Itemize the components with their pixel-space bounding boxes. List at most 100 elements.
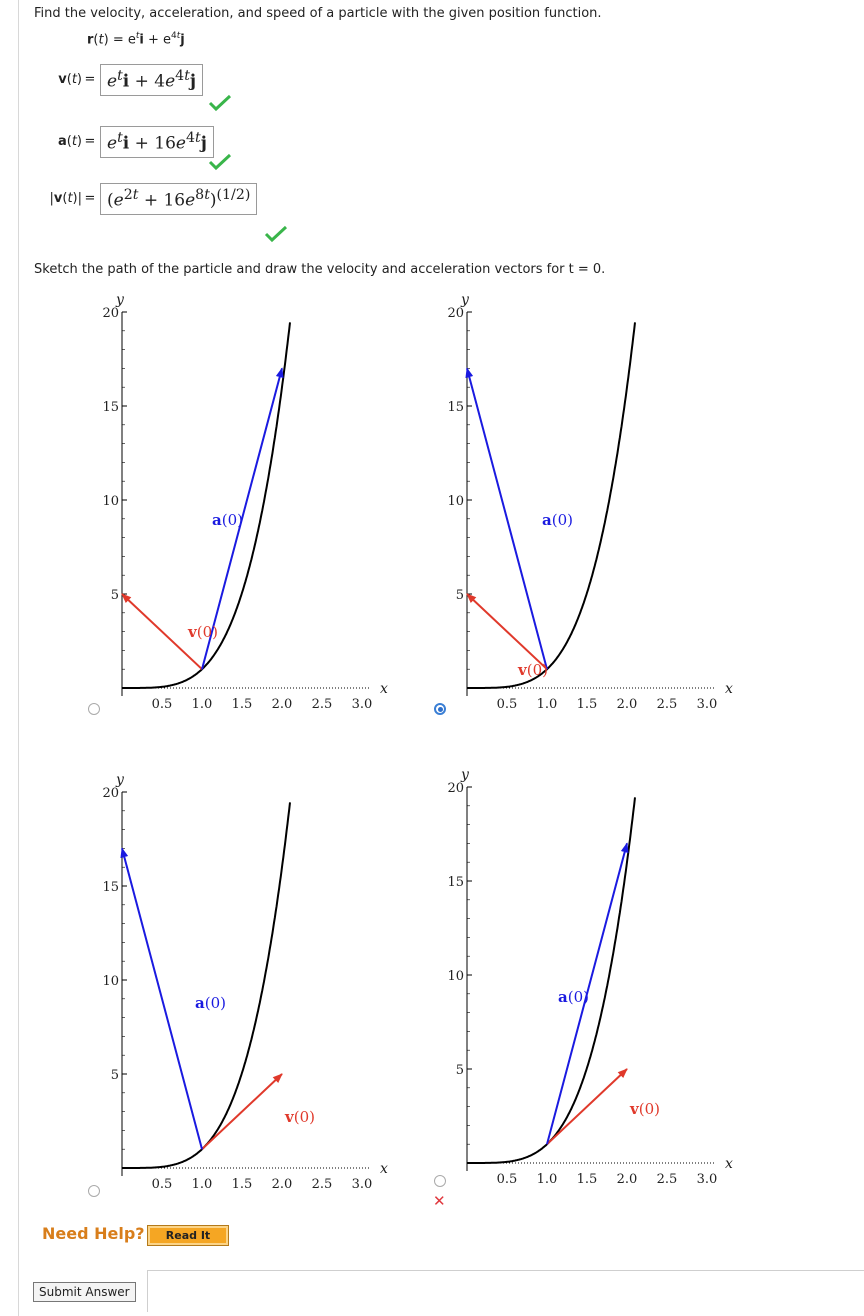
need-help-label: Need Help? [42, 1224, 145, 1243]
y-tick-label: 5 [456, 588, 464, 603]
y-tick-label: 20 [102, 306, 119, 321]
acceleration-vector [201, 367, 284, 670]
x-axis-label: x [725, 681, 733, 697]
acceleration-row: a(t) = eti + 16e4tj [34, 126, 214, 158]
x-tick-label: 0.5 [497, 1172, 518, 1187]
y-tick-label: 10 [102, 494, 119, 509]
choice-plot-3[interactable]: 5 10 15 20 0.5 1.0 1.5 2.0 2.5 3.0 y x v(0) a(0) [80, 765, 400, 1195]
velocity-label: v(0) [629, 1100, 660, 1118]
x-tick-label: 2.0 [272, 697, 293, 712]
choice-radio-3[interactable] [88, 1185, 100, 1197]
position-function: r(t) = eti + e4tj [87, 31, 185, 48]
speed-label: |v(t)| [49, 191, 82, 207]
acceleration-label: a(0) [212, 511, 243, 529]
acceleration-label: a(0) [195, 994, 226, 1012]
x-axis-label: x [380, 1161, 388, 1177]
x-tick-label: 2.0 [617, 697, 638, 712]
x-axis-label: x [380, 681, 388, 697]
velocity-label: v(0) [284, 1108, 315, 1126]
x-tick-label: 1.0 [537, 697, 558, 712]
y-tick-label: 10 [447, 494, 464, 509]
x-tick-label: 1.5 [232, 697, 253, 712]
acceleration-vector [546, 842, 629, 1145]
path-curve [467, 322, 636, 689]
incorrect-x-icon: ✕ [433, 1192, 446, 1210]
x-tick-label: 2.0 [617, 1172, 638, 1187]
velocity-vector [466, 593, 548, 670]
velocity-vector [121, 593, 203, 670]
y-tick-label: 15 [447, 875, 464, 890]
x-tick-label: 1.0 [192, 1177, 213, 1192]
path-curve [122, 322, 291, 689]
equals-sign: = [84, 191, 96, 207]
acceleration-label: a(t) [57, 134, 82, 150]
x-tick-label: 3.0 [697, 697, 718, 712]
y-tick-label: 5 [456, 1063, 464, 1078]
question-text: Find the velocity, acceleration, and spe… [34, 6, 602, 21]
left-border [18, 0, 19, 1316]
y-tick-label: 5 [111, 588, 119, 603]
x-tick-label: 2.5 [657, 1172, 678, 1187]
read-it-button[interactable]: Read It [147, 1225, 229, 1246]
y-axis-label: y [460, 292, 470, 308]
x-tick-label: 0.5 [497, 697, 518, 712]
choice-plot-2[interactable]: 5 10 15 20 0.5 1.0 1.5 2.0 2.5 3.0 y x v(0) a(0) [425, 285, 745, 715]
acceleration-vector [465, 367, 548, 670]
choice-radio-1[interactable] [88, 703, 100, 715]
x-axis-label: x [725, 1156, 733, 1172]
velocity-label: v(0) [187, 623, 218, 641]
x-tick-label: 1.5 [577, 697, 598, 712]
x-tick-label: 3.0 [352, 697, 373, 712]
x-tick-label: 1.0 [537, 1172, 558, 1187]
x-tick-label: 1.5 [232, 1177, 253, 1192]
choice-radio-2[interactable] [434, 703, 446, 715]
y-tick-label: 15 [447, 400, 464, 415]
velocity-vector [546, 1068, 628, 1145]
divider [147, 1270, 148, 1312]
y-axis-label: y [115, 292, 125, 308]
y-tick-label: 20 [447, 306, 464, 321]
velocity-label: v(t) [58, 72, 82, 88]
equals-sign: = [84, 134, 96, 150]
path-curve [122, 802, 291, 1169]
x-tick-label: 3.0 [352, 1177, 373, 1192]
x-tick-label: 1.0 [192, 697, 213, 712]
x-tick-label: 1.5 [577, 1172, 598, 1187]
y-axis-label: y [115, 772, 125, 788]
choice-plot-1[interactable]: 5 10 15 20 0.5 1.0 1.5 2.0 2.5 3.0 y x v(0) a(0) [80, 285, 400, 715]
y-tick-label: 10 [102, 974, 119, 989]
equals-sign: = [84, 72, 96, 88]
acceleration-label: a(0) [542, 511, 573, 529]
y-tick-label: 20 [447, 781, 464, 796]
x-tick-label: 2.5 [657, 697, 678, 712]
y-tick-label: 15 [102, 400, 119, 415]
y-tick-label: 20 [102, 786, 119, 801]
choice-radio-4[interactable] [434, 1175, 446, 1187]
divider [148, 1270, 864, 1271]
x-tick-label: 0.5 [152, 1177, 173, 1192]
sketch-prompt: Sketch the path of the particle and draw… [34, 262, 606, 277]
velocity-vector [201, 1073, 283, 1150]
y-axis-label: y [460, 767, 470, 783]
submit-answer-button[interactable]: Submit Answer [33, 1282, 136, 1302]
acceleration-vector [120, 847, 203, 1150]
x-tick-label: 2.5 [312, 697, 333, 712]
x-tick-label: 2.0 [272, 1177, 293, 1192]
path-curve [467, 797, 636, 1164]
velocity-row: v(t) = eti + 4e4tj [34, 64, 204, 96]
y-tick-label: 5 [111, 1068, 119, 1083]
speed-row: |v(t)| = (e2t + 16e8t)(1/2) [34, 183, 258, 215]
speed-answer-field[interactable]: (e2t + 16e8t)(1/2) [100, 183, 258, 215]
choice-plot-4[interactable]: 5 10 15 20 0.5 1.0 1.5 2.0 2.5 3.0 y x v(0) a(0) [425, 760, 745, 1190]
velocity-answer-field[interactable]: eti + 4e4tj [100, 64, 204, 96]
y-tick-label: 10 [447, 969, 464, 984]
x-tick-label: 0.5 [152, 697, 173, 712]
acceleration-label: a(0) [558, 988, 589, 1006]
x-tick-label: 2.5 [312, 1177, 333, 1192]
acceleration-answer-field[interactable]: eti + 16e4tj [100, 126, 214, 158]
check-icon [208, 153, 232, 171]
x-tick-label: 3.0 [697, 1172, 718, 1187]
y-tick-label: 15 [102, 880, 119, 895]
velocity-label: v(0) [517, 661, 548, 679]
check-icon [208, 94, 232, 112]
